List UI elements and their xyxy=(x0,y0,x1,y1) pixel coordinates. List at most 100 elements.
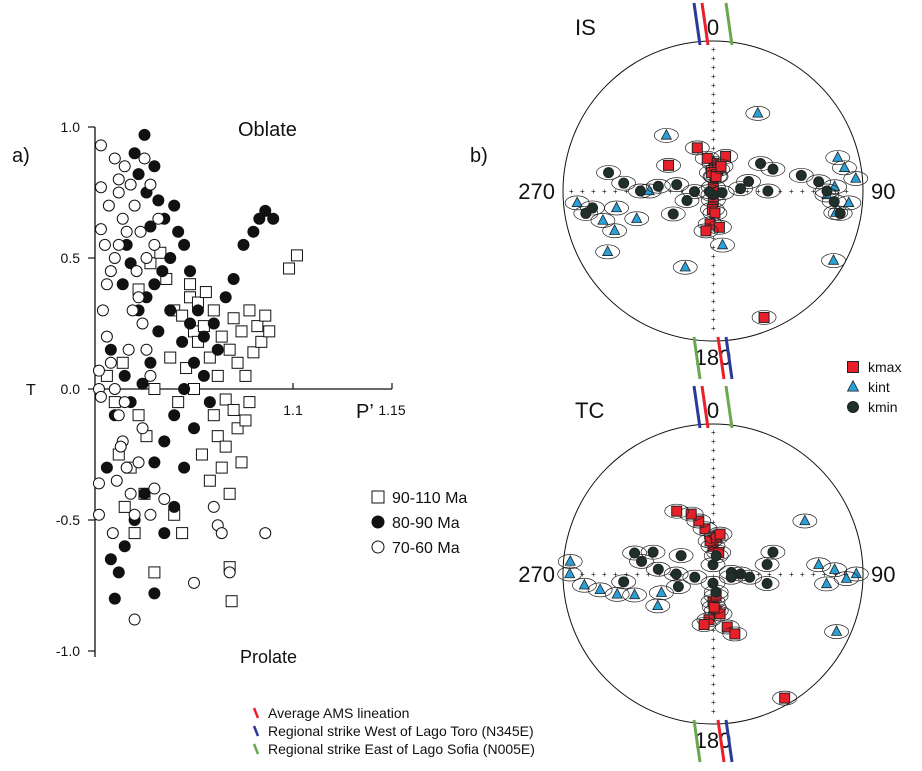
confidence-ellipse xyxy=(745,106,771,121)
kint-point xyxy=(660,128,673,140)
kint-point xyxy=(608,224,621,235)
data-point xyxy=(283,262,296,275)
legend-label: kint xyxy=(868,379,890,395)
confidence-ellipse xyxy=(686,513,712,529)
kmin-point xyxy=(762,185,774,197)
grid-cross: + xyxy=(668,187,673,196)
kmin-point xyxy=(689,571,701,583)
kmin-point xyxy=(710,586,722,598)
data-point xyxy=(184,265,197,278)
confidence-ellipse xyxy=(645,561,671,577)
data-point xyxy=(158,435,171,448)
data-point xyxy=(122,343,135,356)
data-point xyxy=(98,238,111,251)
data-point xyxy=(227,272,240,285)
y-tick-label: -0.5 xyxy=(56,512,80,528)
grid-cross: + xyxy=(711,509,716,518)
data-point xyxy=(112,409,125,422)
grid-cross: + xyxy=(767,570,772,579)
data-point xyxy=(152,325,165,338)
kint-point xyxy=(832,150,844,162)
kmin-point xyxy=(675,550,687,562)
kint-point xyxy=(812,558,825,569)
data-point xyxy=(207,317,220,330)
confidence-ellipse xyxy=(590,213,616,228)
data-point xyxy=(136,317,149,330)
confidence-ellipse xyxy=(822,179,847,195)
data-point xyxy=(211,343,224,356)
grid-cross: + xyxy=(800,570,805,579)
confidence-ellipse xyxy=(656,157,681,173)
direction-label-270: 270 xyxy=(518,179,555,204)
kmin-point xyxy=(618,576,630,588)
kmax-point xyxy=(691,142,703,154)
data-point xyxy=(132,456,145,469)
reference-line-south xyxy=(716,719,726,763)
grid-cross: + xyxy=(711,464,716,473)
kmax-point xyxy=(715,160,727,172)
legend-marker xyxy=(846,379,860,392)
data-point xyxy=(102,199,115,212)
data-point xyxy=(172,225,185,238)
grid-cross: + xyxy=(711,306,716,315)
confidence-ellipse xyxy=(611,175,637,191)
kint-point xyxy=(679,260,691,272)
confidence-ellipse xyxy=(707,526,733,542)
confidence-ellipse xyxy=(824,624,849,639)
grid-cross: + xyxy=(711,99,716,108)
grid-cross: + xyxy=(711,671,716,680)
data-point xyxy=(148,482,161,495)
grid-cross: + xyxy=(711,135,716,144)
kmin-point xyxy=(671,179,683,191)
data-point xyxy=(156,265,169,278)
data-point xyxy=(136,377,149,390)
kmax-point xyxy=(700,225,712,237)
kmin-point xyxy=(725,571,737,583)
data-point xyxy=(223,487,236,500)
data-point xyxy=(104,343,117,356)
confidence-ellipse xyxy=(772,690,798,706)
grid-cross: + xyxy=(711,45,716,54)
data-point xyxy=(144,508,157,521)
confidence-ellipse xyxy=(587,582,613,598)
reference-line-south xyxy=(724,336,734,380)
confidence-ellipse xyxy=(596,165,621,180)
data-point xyxy=(138,152,151,165)
data-point xyxy=(207,409,220,422)
annotation-oblate: Oblate xyxy=(238,119,297,141)
confidence-ellipse xyxy=(573,206,599,221)
data-point xyxy=(227,312,240,325)
data-point xyxy=(108,592,121,605)
confidence-ellipse xyxy=(557,554,583,569)
data-point xyxy=(124,178,137,191)
data-point xyxy=(290,249,303,262)
grid-cross: + xyxy=(711,54,716,63)
data-point xyxy=(158,493,171,506)
kmin-point xyxy=(761,578,773,590)
confidence-ellipse xyxy=(693,223,719,239)
grid-cross: + xyxy=(668,570,673,579)
data-point xyxy=(235,325,248,338)
data-point xyxy=(132,168,145,181)
confidence-ellipse xyxy=(821,253,846,268)
confidence-ellipse xyxy=(814,183,840,199)
grid-cross: + xyxy=(602,570,607,579)
legend-line-swatch xyxy=(252,707,260,719)
kmin-point xyxy=(703,186,715,198)
confidence-ellipse xyxy=(843,171,869,186)
grid-cross: + xyxy=(756,570,761,579)
legend-label: 90-110 Ma xyxy=(392,490,467,507)
grid-cross: + xyxy=(624,187,629,196)
y-ticks: 1.0 0.5 0.0 -0.5 -1.0 xyxy=(56,119,95,659)
confidence-ellipse xyxy=(751,310,777,325)
confidence-ellipse xyxy=(827,206,853,221)
confidence-ellipse xyxy=(572,577,597,593)
kint-point xyxy=(752,106,764,118)
kmin-point xyxy=(710,550,722,562)
grid-cross: + xyxy=(711,297,716,306)
legend-line-swatch xyxy=(252,725,260,737)
stereonet-title: TC xyxy=(575,398,604,423)
confidence-ellipse xyxy=(684,140,710,156)
grid-cross: + xyxy=(811,570,816,579)
grid-cross: + xyxy=(711,689,716,698)
